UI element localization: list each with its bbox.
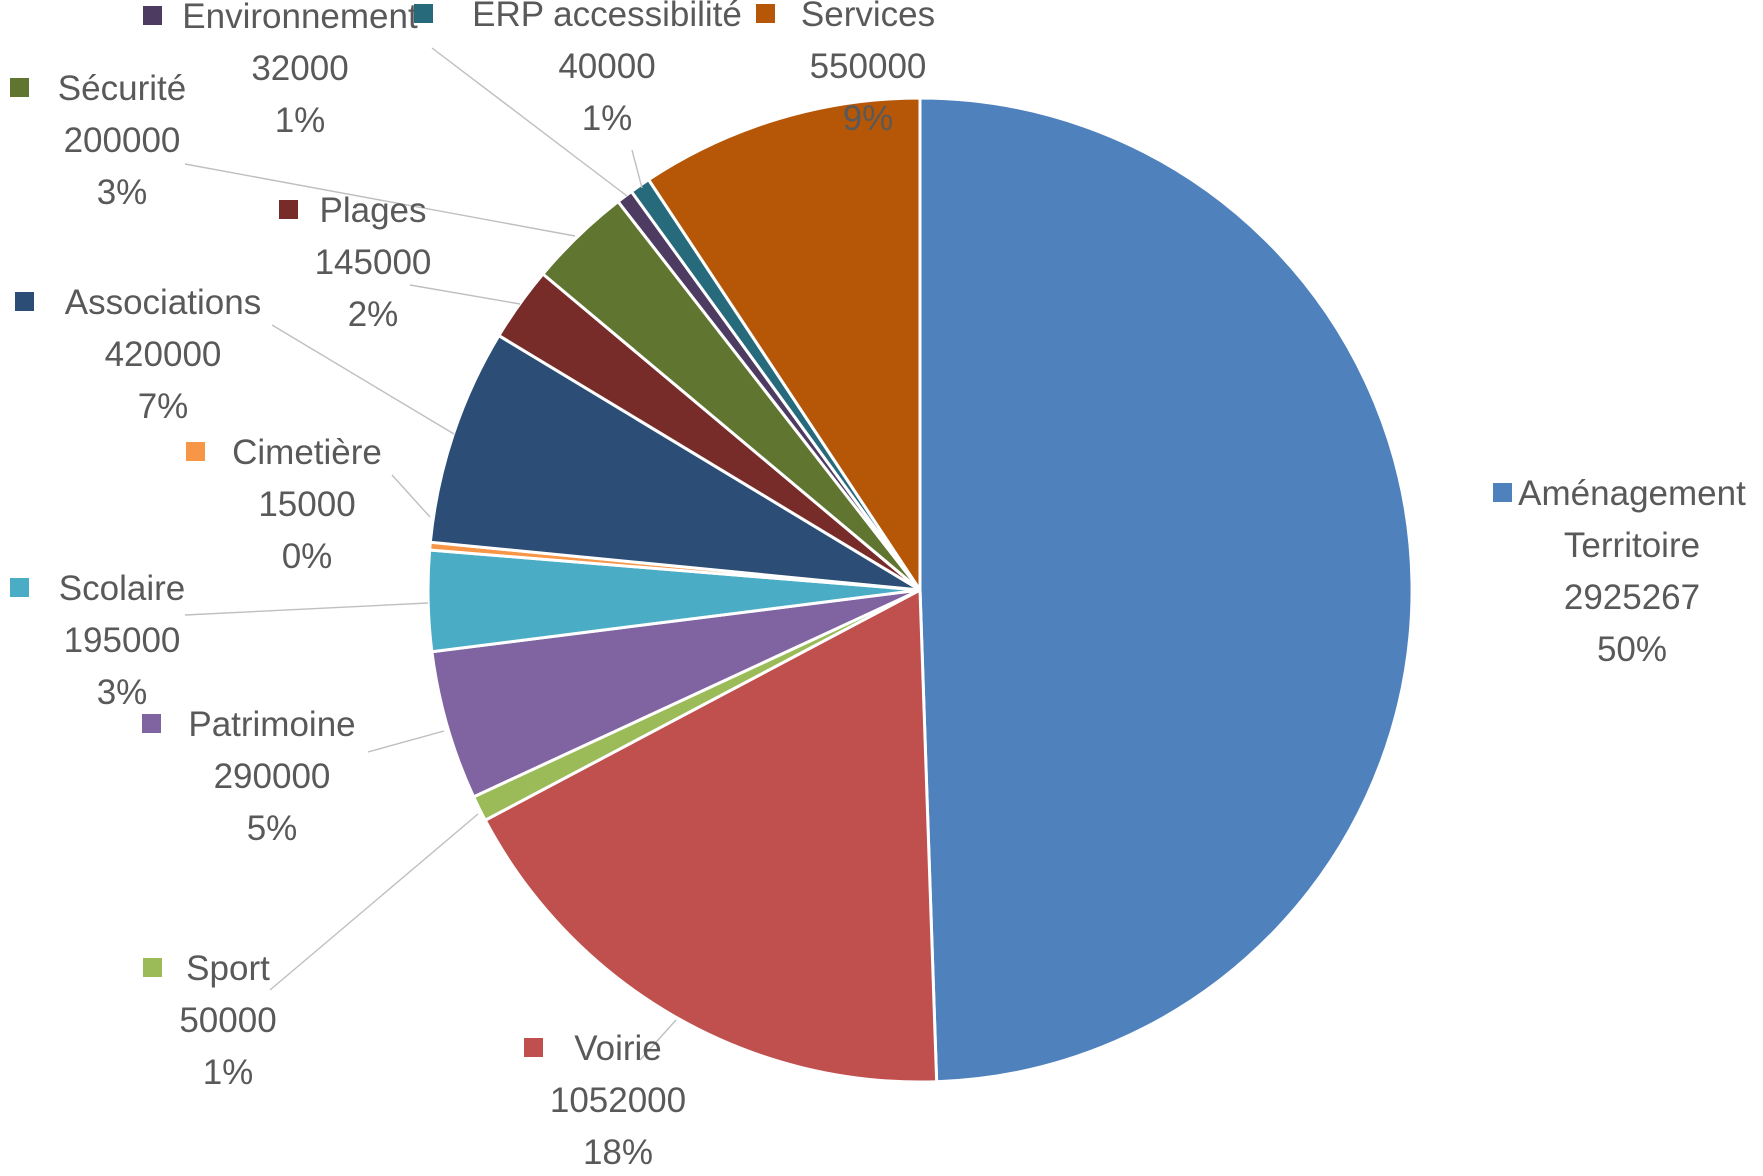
legend-key-swatch: [15, 292, 34, 311]
legend-key-swatch: [279, 200, 298, 219]
legend-key-swatch: [143, 958, 162, 977]
data-label: Environnement 32000 1%: [143, 0, 418, 140]
leader-line: [391, 474, 431, 518]
data-label-name: Environnement: [182, 0, 418, 36]
data-label-percent: 7%: [138, 387, 189, 426]
legend-key-swatch: [142, 714, 161, 733]
legend-key-swatch: [524, 1038, 543, 1057]
legend-key-swatch: [756, 4, 775, 23]
data-label-value: 200000: [64, 121, 181, 160]
legend-key-swatch: [10, 578, 29, 597]
data-label-percent: 9%: [843, 99, 894, 138]
data-label-name: Services: [801, 0, 935, 34]
data-label-percent: 3%: [97, 173, 148, 212]
data-label-name: Sport: [186, 949, 270, 988]
data-label-name: Cimetière: [232, 433, 382, 472]
leader-lines: [184, 47, 677, 1061]
data-label-value: 15000: [258, 485, 355, 524]
leader-line: [431, 47, 628, 197]
data-label-name: Scolaire: [59, 569, 185, 608]
leader-line: [271, 324, 455, 435]
data-label-value: 40000: [558, 47, 655, 86]
data-label-value: 50000: [179, 1001, 276, 1040]
legend-key-swatch: [186, 442, 205, 461]
pie-slice: [428, 333, 921, 592]
data-label-name: ERP accessibilité: [472, 0, 742, 34]
data-label-percent: 50%: [1597, 630, 1667, 669]
pie-slice: [918, 96, 1414, 1084]
data-label: Plages 145000 2%: [279, 191, 431, 334]
data-label-value: 1052000: [550, 1081, 686, 1120]
data-label-percent: 5%: [247, 809, 298, 848]
data-label-value: 420000: [105, 335, 222, 374]
data-label-value: 2925267: [1564, 578, 1700, 617]
data-label-percent: 2%: [348, 295, 399, 334]
leader-line: [184, 163, 576, 237]
data-label: Aménagement Territoire 2925267 50%: [1493, 474, 1746, 669]
data-label: Associations 420000 7%: [15, 283, 261, 426]
data-label-value: 195000: [64, 621, 181, 660]
legend-key-swatch: [1493, 483, 1512, 502]
data-label: Patrimoine 290000 5%: [142, 705, 356, 848]
data-label: Cimetière 15000 0%: [186, 433, 382, 576]
data-label-percent: 1%: [203, 1053, 254, 1092]
data-label-name: Territoire: [1564, 526, 1700, 565]
data-label-name: Patrimoine: [188, 705, 355, 744]
data-label-percent: 18%: [583, 1133, 653, 1172]
data-label-percent: 3%: [97, 673, 148, 712]
data-labels: Aménagement Territoire 2925267 50% Voirie 105…: [10, 0, 1746, 1172]
data-label-percent: 1%: [582, 99, 633, 138]
leader-line: [639, 1019, 677, 1061]
data-label-name: Voirie: [574, 1029, 662, 1068]
legend-key-swatch: [414, 4, 433, 23]
data-label-value: 290000: [214, 757, 331, 796]
data-label: Sport 50000 1%: [143, 949, 277, 1092]
data-label-name: Aménagement: [1518, 474, 1746, 513]
data-label-value: 550000: [810, 47, 927, 86]
data-label-value: 32000: [251, 49, 348, 88]
legend-key-swatch: [10, 78, 29, 97]
leader-line: [409, 284, 521, 305]
data-label: Sécurité 200000 3%: [10, 69, 186, 212]
data-label-percent: 1%: [275, 101, 326, 140]
data-label-name: Associations: [65, 283, 261, 322]
legend-key-swatch: [143, 6, 162, 25]
pie-slices: [426, 96, 1414, 1084]
pie-slice: [646, 96, 922, 595]
leader-line: [631, 149, 643, 189]
pie-slice: [430, 588, 921, 799]
data-label: Services 550000 9%: [756, 0, 935, 138]
pie-slice: [483, 587, 939, 1084]
data-label-name: Plages: [319, 191, 426, 230]
data-label: ERP accessibilité 40000 1%: [414, 0, 742, 138]
data-label-percent: 0%: [282, 537, 333, 576]
leader-line: [367, 730, 445, 753]
data-label-value: 145000: [315, 243, 432, 282]
leader-line: [269, 813, 479, 991]
leader-line: [184, 602, 429, 616]
data-label: Scolaire 195000 3%: [10, 569, 185, 712]
data-label: Voirie 1052000 18%: [524, 1029, 686, 1172]
data-label-name: Sécurité: [58, 69, 186, 108]
